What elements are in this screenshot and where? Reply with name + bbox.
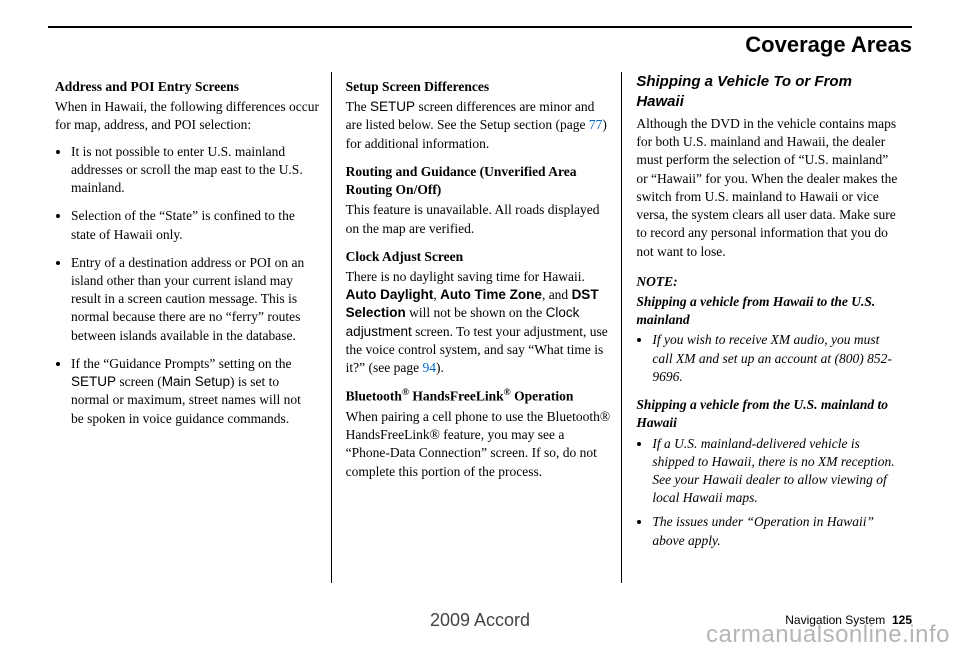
text: Main Setup — [162, 374, 230, 389]
col3-subhead-1: Shipping a vehicle from Hawaii to the U.… — [636, 293, 902, 329]
col2-heading-2: Routing and Guidance (Unverified Area Ro… — [346, 163, 612, 199]
top-rule — [48, 26, 912, 28]
col2-heading-3: Clock Adjust Screen — [346, 248, 612, 266]
col2-p2: This feature is unavailable. All roads d… — [346, 201, 612, 237]
page-link[interactable]: 77 — [589, 117, 603, 132]
col2-p1: The SETUP screen differences are minor a… — [346, 98, 612, 153]
col3-bullets-2: If a U.S. mainland-delivered vehicle is … — [652, 435, 902, 550]
content-columns: Address and POI Entry Screens When in Ha… — [55, 72, 912, 583]
col2-heading-1: Setup Screen Differences — [346, 78, 612, 96]
watermark: carmanualsonline.info — [706, 621, 950, 649]
text: Auto Daylight — [346, 287, 434, 302]
col1-intro: When in Hawaii, the following difference… — [55, 98, 321, 134]
column-1: Address and POI Entry Screens When in Ha… — [55, 72, 331, 583]
column-3: Shipping a Vehicle To or From Hawaii Alt… — [621, 72, 912, 583]
list-item: The issues under “Operation in Hawaii” a… — [652, 513, 902, 549]
text: There is no daylight saving time for Haw… — [346, 269, 585, 284]
col2-p3: There is no daylight saving time for Haw… — [346, 268, 612, 377]
note-label: NOTE: — [636, 273, 902, 291]
col1-bullets: It is not possible to enter U.S. mainlan… — [71, 143, 321, 428]
list-item: Entry of a destination address or POI on… — [71, 254, 321, 345]
column-2: Setup Screen Differences The SETUP scree… — [331, 72, 622, 583]
text: will not be shown on the — [406, 305, 546, 320]
text: Operation — [511, 389, 574, 404]
col3-heading: Shipping a Vehicle To or From Hawaii — [636, 72, 902, 111]
text: SETUP — [71, 374, 116, 389]
text: SETUP — [370, 99, 415, 114]
page-title: Coverage Areas — [745, 32, 912, 58]
list-item: If the “Guidance Prompts” setting on the… — [71, 355, 321, 428]
list-item: It is not possible to enter U.S. mainlan… — [71, 143, 321, 198]
text: screen ( — [116, 374, 162, 389]
text: Bluetooth — [346, 389, 402, 404]
registered-icon: ® — [402, 388, 409, 398]
col3-subhead-2: Shipping a vehicle from the U.S. mainlan… — [636, 396, 902, 432]
list-item: Selection of the “State” is confined to … — [71, 207, 321, 243]
registered-icon: ® — [504, 388, 511, 398]
text: HandsFreeLink — [409, 389, 504, 404]
text: If the “Guidance Prompts” setting on the — [71, 356, 291, 371]
text: ). — [436, 360, 444, 375]
page-link[interactable]: 94 — [423, 360, 437, 375]
col2-p4: When pairing a cell phone to use the Blu… — [346, 408, 612, 481]
col3-bullets-1: If you wish to receive XM audio, you mus… — [652, 331, 902, 386]
text: The — [346, 99, 370, 114]
col1-heading: Address and POI Entry Screens — [55, 78, 321, 96]
list-item: If you wish to receive XM audio, you mus… — [652, 331, 902, 386]
footer-model-year: 2009 Accord — [430, 610, 530, 631]
col2-heading-4: Bluetooth® HandsFreeLink® Operation — [346, 387, 612, 406]
text: Auto Time Zone — [440, 287, 542, 302]
col3-p1: Although the DVD in the vehicle contains… — [636, 115, 902, 261]
note-block: NOTE: Shipping a vehicle from Hawaii to … — [636, 273, 902, 550]
text: , and — [542, 287, 572, 302]
list-item: If a U.S. mainland-delivered vehicle is … — [652, 435, 902, 508]
